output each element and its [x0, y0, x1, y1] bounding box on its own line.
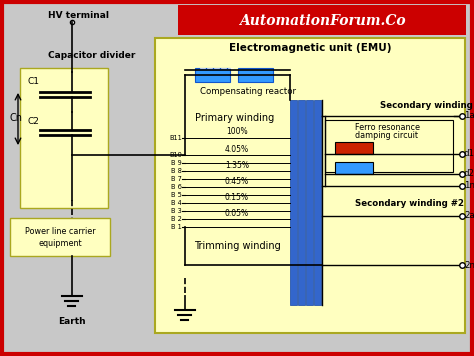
Text: Ferro resonance: Ferro resonance — [355, 122, 420, 131]
Text: Secondary winding #1: Secondary winding #1 — [380, 101, 474, 110]
Text: 2n: 2n — [464, 261, 474, 269]
Text: B11: B11 — [169, 135, 182, 141]
Bar — [238, 68, 273, 82]
Text: B 6: B 6 — [171, 184, 182, 190]
Text: B 4: B 4 — [171, 200, 182, 206]
Text: equipment: equipment — [38, 240, 82, 248]
Text: d2: d2 — [464, 169, 474, 178]
Text: Compensating reactor: Compensating reactor — [200, 88, 296, 96]
Bar — [298, 100, 305, 305]
Bar — [195, 68, 230, 82]
Text: 0.15%: 0.15% — [225, 193, 249, 201]
Bar — [314, 100, 321, 305]
Bar — [335, 162, 373, 174]
Text: C1: C1 — [28, 78, 40, 87]
Bar — [178, 5, 466, 35]
Text: HV terminal: HV terminal — [48, 10, 109, 20]
Text: B10: B10 — [169, 152, 182, 158]
Text: B 2: B 2 — [171, 216, 182, 222]
Text: Secondary winding #2: Secondary winding #2 — [355, 199, 464, 209]
Text: Primary winding: Primary winding — [195, 113, 274, 123]
Text: 0.05%: 0.05% — [225, 209, 249, 218]
Text: Earth: Earth — [58, 318, 86, 326]
Text: B 7: B 7 — [171, 176, 182, 182]
Bar — [325, 120, 453, 172]
Text: B 8: B 8 — [171, 168, 182, 174]
Text: B 5: B 5 — [171, 192, 182, 198]
Text: Trimming winding: Trimming winding — [193, 241, 281, 251]
Bar — [290, 100, 297, 305]
Text: B 3: B 3 — [171, 208, 182, 214]
Text: 1a: 1a — [464, 111, 474, 120]
Bar — [20, 68, 108, 208]
Text: C2: C2 — [28, 117, 40, 126]
Text: damping circuit: damping circuit — [355, 131, 418, 141]
Text: AutomationForum.Co: AutomationForum.Co — [239, 14, 405, 28]
Text: B 1: B 1 — [171, 224, 182, 230]
Bar — [10, 218, 110, 256]
Text: 100%: 100% — [226, 127, 248, 136]
Text: 4.05%: 4.05% — [225, 145, 249, 153]
Text: Capacitor divider: Capacitor divider — [48, 52, 136, 61]
Text: Cn: Cn — [10, 113, 23, 123]
Bar — [306, 100, 313, 305]
Bar — [155, 38, 465, 333]
Text: 1n: 1n — [464, 182, 474, 190]
Text: 0.45%: 0.45% — [225, 177, 249, 185]
Text: d1: d1 — [464, 150, 474, 158]
Text: B 9: B 9 — [171, 160, 182, 166]
Text: Electromagnetic unit (EMU): Electromagnetic unit (EMU) — [229, 43, 391, 53]
Text: Power line carrier: Power line carrier — [25, 226, 95, 236]
Text: 1.35%: 1.35% — [225, 161, 249, 169]
Text: 2a: 2a — [464, 211, 474, 220]
Bar — [335, 142, 373, 154]
